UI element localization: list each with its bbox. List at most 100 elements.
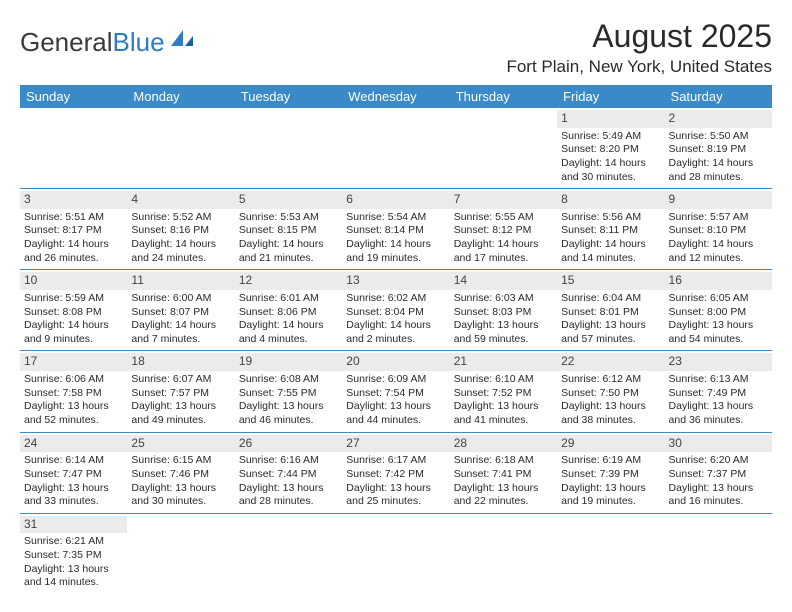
day-details: Sunrise: 6:20 AMSunset: 7:37 PMDaylight:… <box>669 454 768 509</box>
calendar-day <box>450 514 557 594</box>
day-number: 30 <box>665 435 772 453</box>
day-number: 12 <box>235 272 342 290</box>
day-number: 25 <box>127 435 234 453</box>
day-details: Sunrise: 6:19 AMSunset: 7:39 PMDaylight:… <box>561 454 660 509</box>
day-number: 28 <box>450 435 557 453</box>
day-number: 31 <box>20 516 127 534</box>
brand-part1: General <box>20 27 113 58</box>
day-number: 5 <box>235 191 342 209</box>
calendar-week: 17 Sunrise: 6:06 AMSunset: 7:58 PMDayligh… <box>20 351 772 432</box>
calendar-day: 19 Sunrise: 6:08 AMSunset: 7:55 PMDayligh… <box>235 351 342 431</box>
calendar-day <box>342 108 449 188</box>
day-number: 13 <box>342 272 449 290</box>
day-details: Sunrise: 6:04 AMSunset: 8:01 PMDaylight:… <box>561 292 660 347</box>
day-number: 26 <box>235 435 342 453</box>
calendar-day: 27Sunrise: 6:17 AMSunset: 7:42 PMDayligh… <box>342 433 449 513</box>
calendar-day: 30Sunrise: 6:20 AMSunset: 7:37 PMDayligh… <box>665 433 772 513</box>
month-title: August 2025 <box>506 18 772 55</box>
day-number: 14 <box>450 272 557 290</box>
day-details: Sunrise: 6:17 AMSunset: 7:42 PMDaylight:… <box>346 454 445 509</box>
calendar-day: 14 Sunrise: 6:03 AMSunset: 8:03 PMDayligh… <box>450 270 557 350</box>
calendar-day: 15 Sunrise: 6:04 AMSunset: 8:01 PMDayligh… <box>557 270 664 350</box>
day-details: Sunrise: 6:00 AMSunset: 8:07 PMDaylight:… <box>131 292 230 347</box>
day-number: 7 <box>450 191 557 209</box>
calendar-day: 31Sunrise: 6:21 AMSunset: 7:35 PMDayligh… <box>20 514 127 594</box>
day-number: 9 <box>665 191 772 209</box>
day-number: 19 <box>235 353 342 371</box>
calendar-day: 20 Sunrise: 6:09 AMSunset: 7:54 PMDayligh… <box>342 351 449 431</box>
calendar-day <box>557 514 664 594</box>
day-details: Sunrise: 6:13 AMSunset: 7:49 PMDaylight:… <box>669 373 768 428</box>
day-details: Sunrise: 6:09 AMSunset: 7:54 PMDaylight:… <box>346 373 445 428</box>
calendar-week: 24Sunrise: 6:14 AMSunset: 7:47 PMDayligh… <box>20 433 772 514</box>
calendar-day <box>450 108 557 188</box>
day-number: 6 <box>342 191 449 209</box>
day-number: 29 <box>557 435 664 453</box>
day-number: 3 <box>20 191 127 209</box>
calendar-week: 3 Sunrise: 5:51 AMSunset: 8:17 PMDaylight… <box>20 189 772 270</box>
calendar-day: 25Sunrise: 6:15 AMSunset: 7:46 PMDayligh… <box>127 433 234 513</box>
calendar-day: 10Sunrise: 5:59 AMSunset: 8:08 PMDayligh… <box>20 270 127 350</box>
weekday-header: Friday <box>557 85 664 108</box>
calendar-day <box>235 514 342 594</box>
day-number: 22 <box>557 353 664 371</box>
calendar-day <box>20 108 127 188</box>
calendar-day: 13 Sunrise: 6:02 AMSunset: 8:04 PMDayligh… <box>342 270 449 350</box>
day-details: Sunrise: 6:10 AMSunset: 7:52 PMDaylight:… <box>454 373 553 428</box>
day-number: 23 <box>665 353 772 371</box>
day-number: 27 <box>342 435 449 453</box>
day-number: 18 <box>127 353 234 371</box>
day-details: Sunrise: 6:06 AMSunset: 7:58 PMDaylight:… <box>24 373 123 428</box>
weekday-header-row: SundayMondayTuesdayWednesdayThursdayFrid… <box>20 85 772 108</box>
calendar-day: 5 Sunrise: 5:53 AMSunset: 8:15 PMDaylight… <box>235 189 342 269</box>
day-details: Sunrise: 6:05 AMSunset: 8:00 PMDaylight:… <box>669 292 768 347</box>
day-details: Sunrise: 6:12 AMSunset: 7:50 PMDaylight:… <box>561 373 660 428</box>
sail-icon <box>169 24 195 55</box>
weekday-header: Wednesday <box>342 85 449 108</box>
day-details: Sunrise: 6:07 AMSunset: 7:57 PMDaylight:… <box>131 373 230 428</box>
brand-logo: GeneralBlue <box>20 18 195 61</box>
day-number: 15 <box>557 272 664 290</box>
calendar-body: 1Sunrise: 5:49 AMSunset: 8:20 PMDaylight… <box>20 108 772 594</box>
calendar-day: 1Sunrise: 5:49 AMSunset: 8:20 PMDaylight… <box>557 108 664 188</box>
calendar-day <box>342 514 449 594</box>
calendar-day: 6 Sunrise: 5:54 AMSunset: 8:14 PMDaylight… <box>342 189 449 269</box>
calendar-day: 29Sunrise: 6:19 AMSunset: 7:39 PMDayligh… <box>557 433 664 513</box>
calendar-day <box>665 514 772 594</box>
calendar-week: 1Sunrise: 5:49 AMSunset: 8:20 PMDaylight… <box>20 108 772 189</box>
day-details: Sunrise: 6:02 AMSunset: 8:04 PMDaylight:… <box>346 292 445 347</box>
day-details: Sunrise: 6:15 AMSunset: 7:46 PMDaylight:… <box>131 454 230 509</box>
calendar-day: 23 Sunrise: 6:13 AMSunset: 7:49 PMDayligh… <box>665 351 772 431</box>
day-details: Sunrise: 6:21 AMSunset: 7:35 PMDaylight:… <box>24 535 123 590</box>
calendar-day <box>127 108 234 188</box>
day-details: Sunrise: 5:53 AMSunset: 8:15 PMDaylight:… <box>239 211 338 266</box>
calendar-day: 24Sunrise: 6:14 AMSunset: 7:47 PMDayligh… <box>20 433 127 513</box>
day-number: 10 <box>20 272 127 290</box>
day-details: Sunrise: 5:51 AMSunset: 8:17 PMDaylight:… <box>24 211 123 266</box>
title-block: August 2025 Fort Plain, New York, United… <box>506 18 772 77</box>
calendar-day: 7 Sunrise: 5:55 AMSunset: 8:12 PMDaylight… <box>450 189 557 269</box>
day-details: Sunrise: 6:16 AMSunset: 7:44 PMDaylight:… <box>239 454 338 509</box>
calendar-day: 18 Sunrise: 6:07 AMSunset: 7:57 PMDayligh… <box>127 351 234 431</box>
day-details: Sunrise: 5:57 AMSunset: 8:10 PMDaylight:… <box>669 211 768 266</box>
day-details: Sunrise: 6:08 AMSunset: 7:55 PMDaylight:… <box>239 373 338 428</box>
day-details: Sunrise: 5:52 AMSunset: 8:16 PMDaylight:… <box>131 211 230 266</box>
day-details: Sunrise: 6:01 AMSunset: 8:06 PMDaylight:… <box>239 292 338 347</box>
calendar-day <box>127 514 234 594</box>
day-details: Sunrise: 6:14 AMSunset: 7:47 PMDaylight:… <box>24 454 123 509</box>
day-details: Sunrise: 6:03 AMSunset: 8:03 PMDaylight:… <box>454 292 553 347</box>
weekday-header: Sunday <box>20 85 127 108</box>
day-details: Sunrise: 5:55 AMSunset: 8:12 PMDaylight:… <box>454 211 553 266</box>
calendar-day: 28Sunrise: 6:18 AMSunset: 7:41 PMDayligh… <box>450 433 557 513</box>
day-number: 20 <box>342 353 449 371</box>
day-details: Sunrise: 5:54 AMSunset: 8:14 PMDaylight:… <box>346 211 445 266</box>
day-details: Sunrise: 6:18 AMSunset: 7:41 PMDaylight:… <box>454 454 553 509</box>
calendar-day: 26Sunrise: 6:16 AMSunset: 7:44 PMDayligh… <box>235 433 342 513</box>
brand-part2: Blue <box>113 27 165 58</box>
calendar-day: 11Sunrise: 6:00 AMSunset: 8:07 PMDayligh… <box>127 270 234 350</box>
weekday-header: Saturday <box>665 85 772 108</box>
calendar-day: 9 Sunrise: 5:57 AMSunset: 8:10 PMDaylight… <box>665 189 772 269</box>
day-details: Sunrise: 5:49 AMSunset: 8:20 PMDaylight:… <box>561 130 660 185</box>
calendar-day: 16Sunrise: 6:05 AMSunset: 8:00 PMDayligh… <box>665 270 772 350</box>
day-number: 17 <box>20 353 127 371</box>
